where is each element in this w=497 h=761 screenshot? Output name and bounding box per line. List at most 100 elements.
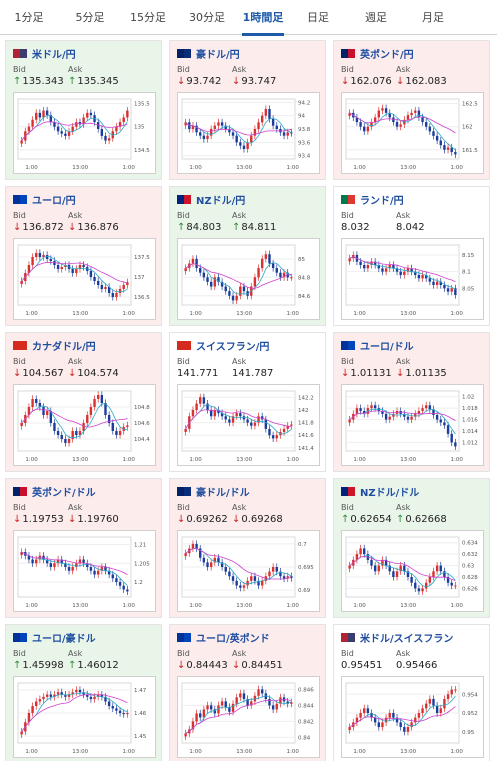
tab-timeframe-0[interactable]: 1分足 bbox=[14, 11, 44, 24]
ma-slow-line bbox=[185, 698, 292, 734]
price-chart[interactable]: 8.15 8.1 8.05 1:00 13:00 1:00 bbox=[341, 238, 484, 320]
rate-card[interactable]: 豪ドル/ドル Bid Ask ↓0.69262 ↓0.69268 0.7 0.695 0.69… bbox=[169, 478, 326, 618]
candle-up bbox=[107, 138, 111, 141]
currency-pair-link[interactable]: ランド/円 bbox=[360, 196, 404, 207]
ma-slow-line bbox=[349, 410, 456, 421]
rate-card[interactable]: 英ポンド/ドル Bid Ask ↓1.19753 ↓1.19760 1.21 1.205 1.… bbox=[5, 478, 162, 618]
rate-card[interactable]: 米ドル/スイスフラン Bid Ask 0.95451 0.95466 0.954 0.952… bbox=[333, 624, 490, 761]
currency-pair-link[interactable]: NZドル/円 bbox=[196, 196, 246, 207]
currency-pair-link[interactable]: スイスフラン/円 bbox=[196, 342, 270, 353]
price-chart[interactable]: 1.21 1.205 1.2 1:00 13:00 1:00 bbox=[13, 530, 156, 612]
price-chart[interactable]: 0.7 0.695 0.69 1:00 13:00 1:00 bbox=[177, 530, 320, 612]
bid-label: Bid bbox=[177, 357, 190, 366]
candle-down bbox=[242, 693, 246, 699]
candle-down bbox=[290, 576, 293, 579]
candle-down bbox=[96, 281, 100, 285]
price-chart[interactable]: 85 84.8 84.6 1:00 13:00 1:00 bbox=[177, 238, 320, 320]
candle-up bbox=[435, 281, 439, 285]
price-chart[interactable]: 0.634 0.632 0.63 0.628 0.626 1:00 13:00 1:00 bbox=[341, 530, 484, 612]
currency-pair-link[interactable]: 米ドル/円 bbox=[32, 50, 76, 61]
candle-down bbox=[268, 109, 271, 119]
rate-card[interactable]: 豪ドル/円 Bid Ask ↓93.742 ↓93.747 94.2 94 93.8 93.6 9… bbox=[169, 40, 326, 180]
currency-pair-link[interactable]: ユーロ/英ポンド bbox=[196, 634, 270, 645]
candle-down bbox=[410, 577, 413, 583]
y-tick-label: 141.8 bbox=[298, 421, 314, 427]
plot-frame bbox=[17, 244, 132, 306]
currency-pair-link[interactable]: 豪ドル/ドル bbox=[196, 488, 250, 499]
price-chart[interactable]: 135.5 135 134.5 1:00 13:00 1:00 bbox=[13, 92, 156, 174]
ma-fast-line bbox=[349, 112, 456, 151]
candle-up bbox=[31, 399, 34, 407]
rate-card[interactable]: NZドル/ドル Bid Ask ↑0.62654 ↑0.62668 0.634 0.632 0… bbox=[333, 478, 490, 618]
x-tick-label: 1:00 bbox=[353, 311, 366, 317]
rate-card[interactable]: ユーロ/ドル Bid Ask ↓1.01131 ↓1.01135 1.02 1.018 1.0… bbox=[333, 332, 490, 472]
plot-frame bbox=[345, 98, 460, 160]
price-chart[interactable]: 1.47 1.46 1.45 1:00 13:00 1:00 bbox=[13, 676, 156, 758]
candle-down bbox=[271, 263, 275, 269]
price-chart[interactable]: 1.02 1.018 1.016 1.014 1.012 1:00 13:00 1:00 bbox=[341, 384, 484, 466]
ask-price: 8.042 bbox=[396, 222, 425, 233]
price-chart[interactable]: 0.846 0.844 0.842 0.84 1:00 13:00 1:00 bbox=[177, 676, 320, 758]
tab-timeframe-3[interactable]: 30分足 bbox=[189, 11, 225, 24]
currency-pair-link[interactable]: 米ドル/スイスフラン bbox=[360, 634, 454, 645]
currency-pair-link[interactable]: ユーロ/ドル bbox=[360, 342, 414, 353]
candle-down bbox=[107, 570, 111, 575]
rate-card[interactable]: ユーロ/英ポンド Bid Ask ↓0.84443 ↓0.84451 0.846 0.844… bbox=[169, 624, 326, 761]
x-tick-label: 1:00 bbox=[353, 749, 366, 755]
ma-slow-line bbox=[21, 408, 128, 428]
currency-pair-link[interactable]: NZドル/ドル bbox=[360, 488, 420, 499]
rate-card[interactable]: ユーロ/円 Bid Ask ↓136.872 ↓136.876 137.5 137 136.5… bbox=[5, 186, 162, 326]
currency-pair-link[interactable]: ユーロ/円 bbox=[32, 196, 76, 207]
price-chart[interactable]: 162.5 162 161.5 1:00 13:00 1:00 bbox=[341, 92, 484, 174]
currency-pair-link[interactable]: カナダドル/円 bbox=[32, 342, 96, 353]
tab-timeframe-6[interactable]: 週足 bbox=[365, 11, 387, 24]
price-chart[interactable]: 94.2 94 93.8 93.6 93.4 1:00 13:00 1:00 bbox=[177, 92, 320, 174]
rate-card[interactable]: ユーロ/豪ドル Bid Ask ↑1.45998 ↑1.46012 1.47 1.46 1.4… bbox=[5, 624, 162, 761]
candle-down bbox=[56, 126, 60, 132]
candle-up bbox=[384, 717, 388, 723]
currency-pair-link[interactable]: ユーロ/豪ドル bbox=[32, 634, 96, 645]
tab-timeframe-5[interactable]: 日足 bbox=[307, 11, 329, 24]
candle-up bbox=[373, 117, 377, 123]
x-tick-label: 1:00 bbox=[451, 603, 464, 609]
tab-timeframe-1[interactable]: 5分足 bbox=[75, 11, 105, 24]
currency-pair-link[interactable]: 豪ドル/円 bbox=[196, 50, 240, 61]
candle-down bbox=[264, 419, 268, 429]
price-chart[interactable]: 142.2 142 141.8 141.6 141.4 1:00 13:00 1:00 bbox=[177, 384, 320, 466]
tab-timeframe-7[interactable]: 月足 bbox=[422, 11, 444, 24]
rate-card[interactable]: 米ドル/円 Bid Ask ↑135.343 ↑135.345 135.5 135 134.5… bbox=[5, 40, 162, 180]
candle-down bbox=[384, 559, 388, 566]
tab-timeframe-2[interactable]: 15分足 bbox=[130, 11, 166, 24]
candle-down bbox=[122, 585, 125, 590]
candle-up bbox=[42, 110, 45, 118]
ask-price: 93.747 bbox=[241, 76, 277, 87]
candle-up bbox=[454, 585, 457, 587]
candle-up bbox=[370, 261, 373, 265]
price-chart[interactable]: 104.8 104.6 104.4 1:00 13:00 1:00 bbox=[13, 384, 156, 466]
rate-card[interactable]: 英ポンド/円 Bid Ask ↓162.076 ↓162.083 162.5 162 161.… bbox=[333, 40, 490, 180]
candle-up bbox=[384, 268, 388, 272]
currency-pair-link[interactable]: 英ポンド/円 bbox=[360, 50, 414, 61]
ask-price: 162.083 bbox=[405, 76, 447, 87]
candle-up bbox=[202, 709, 206, 718]
price-chart[interactable]: 0.954 0.952 0.95 1:00 13:00 1:00 bbox=[341, 676, 484, 758]
candle-up bbox=[348, 727, 351, 731]
candle-up bbox=[31, 706, 34, 713]
rate-card[interactable]: NZドル/円 Bid Ask ↑84.803 ↑84.811 85 84.8 84.6 1:00… bbox=[169, 186, 326, 326]
candle-up bbox=[454, 689, 457, 691]
bid-value: ↓1.01131 bbox=[341, 368, 392, 379]
y-tick-label: 141.4 bbox=[298, 446, 314, 452]
candle-up bbox=[366, 126, 370, 132]
tab-timeframe-4[interactable]: 1時間足 bbox=[238, 0, 288, 36]
price-chart[interactable]: 137.5 137 136.5 1:00 13:00 1:00 bbox=[13, 238, 156, 320]
rate-card[interactable]: カナダドル/円 Bid Ask ↓104.567 ↓104.574 104.8 104.6 1… bbox=[5, 332, 162, 472]
candle-down bbox=[366, 708, 370, 713]
rate-card[interactable]: スイスフラン/円 Bid Ask 141.771 141.787 142.2 142 141.… bbox=[169, 332, 326, 472]
candle-up bbox=[71, 431, 74, 439]
candle-down bbox=[56, 431, 60, 435]
rate-card[interactable]: ランド/円 Bid Ask 8.032 8.042 8.15 8.1 8.05 1:00 13:0… bbox=[333, 186, 490, 326]
y-tick-label: 0.634 bbox=[462, 541, 478, 547]
candle-down bbox=[202, 397, 206, 404]
ma-fast-line bbox=[21, 114, 128, 141]
currency-pair-link[interactable]: 英ポンド/ドル bbox=[32, 488, 96, 499]
